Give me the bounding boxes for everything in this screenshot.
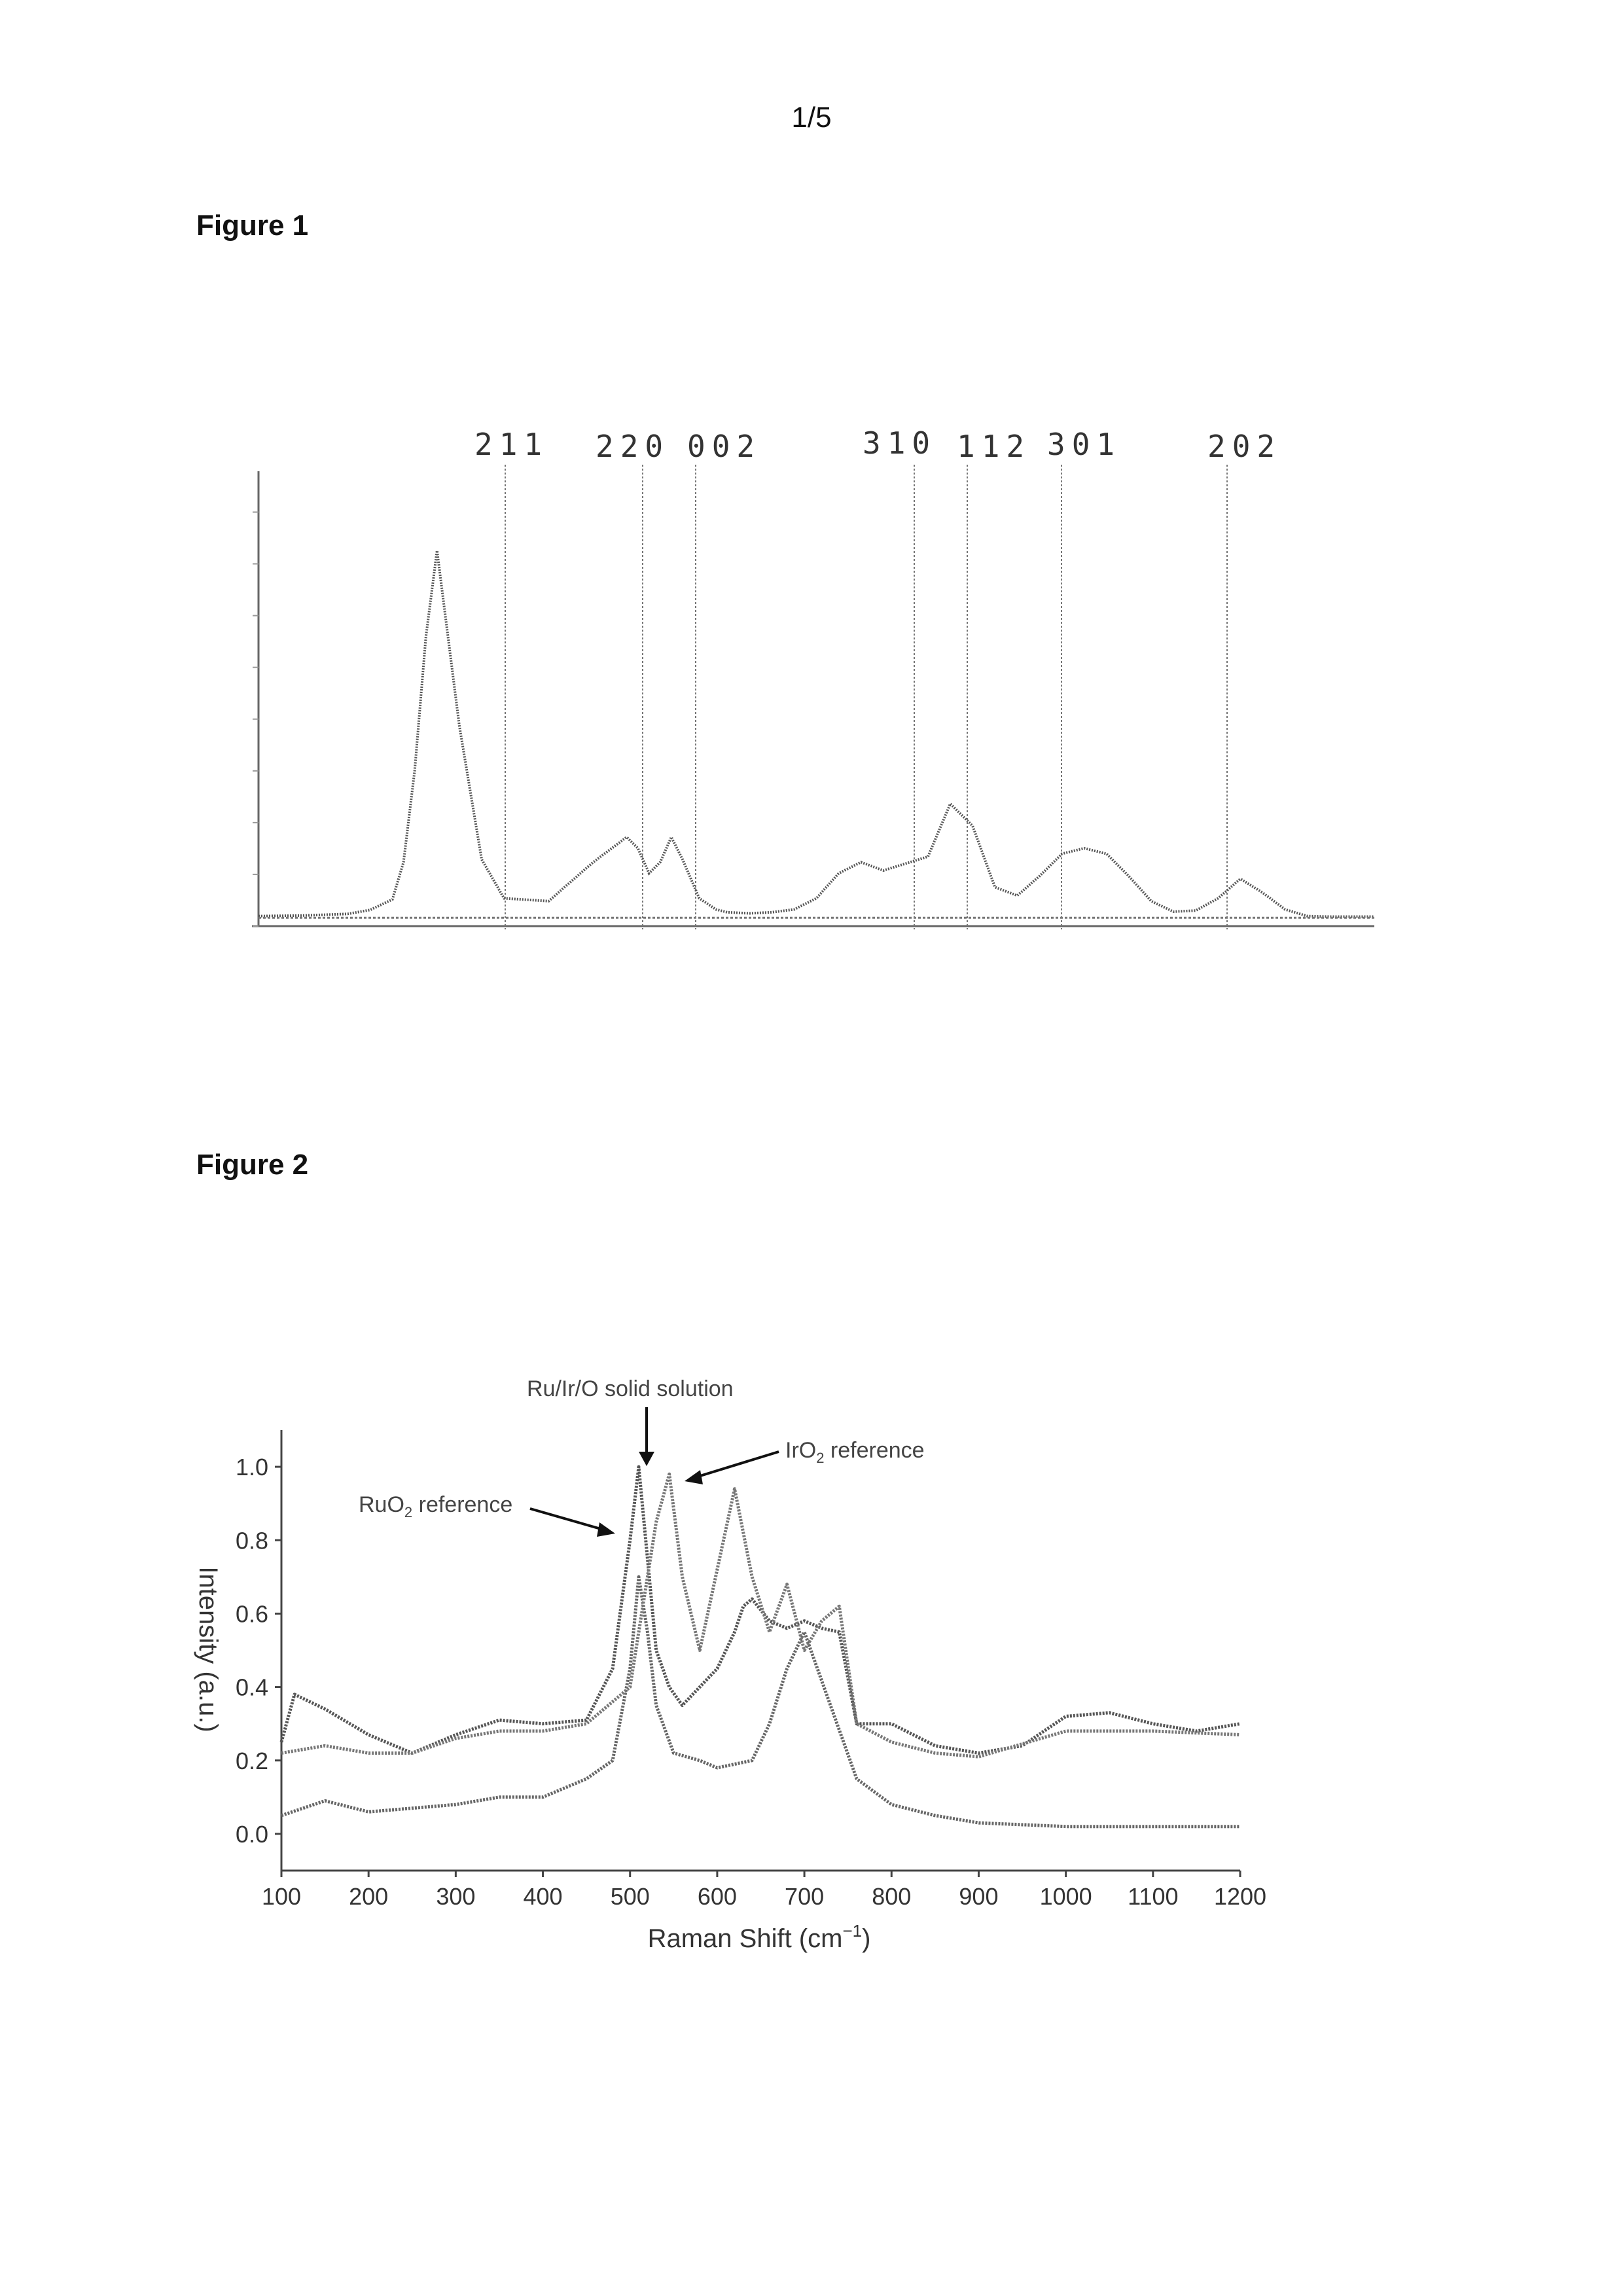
x-tick-label: 300 [436,1883,475,1910]
figure-2-title: Figure 2 [196,1149,309,1181]
figure-1-peak-lines [505,465,1228,929]
x-axis-title-sup: −1 [842,1921,862,1941]
peak-label-002: 002 [687,429,761,464]
x-tick-label: 400 [524,1883,563,1910]
peak-label-211: 211 [474,427,548,462]
arrowhead-ruo2 [597,1522,615,1537]
figure-2-x-axis-title: Raman Shift (cm−1) [648,1921,871,1953]
peak-label-112: 112 [957,429,1031,464]
figure-2-y-ticks: 0.0 0.2 0.4 0.6 0.8 1.0 [236,1454,281,1848]
x-axis-title-main: Raman Shift (cm [648,1924,843,1953]
annotation-iro2-reference: IrO2 reference [785,1438,925,1466]
iro2-label-main: IrO [785,1438,816,1463]
y-tick-label: 0.0 [236,1821,268,1848]
x-tick-label: 900 [959,1883,998,1910]
figure-2-x-ticks: 100 200 300 400 500 600 700 800 900 1000 1100 1200 [262,1871,1266,1910]
series-line-0 [281,1575,1240,1829]
x-tick-label: 500 [611,1883,650,1910]
ruo2-label-tail: reference [412,1492,512,1517]
figure-1-diffraction-curve [258,550,1374,918]
y-tick-label: 0.8 [236,1527,268,1554]
y-tick-label: 0.4 [236,1674,268,1701]
y-tick-label: 0.6 [236,1600,268,1627]
arrowhead-solid-solution [639,1452,654,1466]
annotation-solid-solution: Ru/Ir/O solid solution [527,1376,734,1401]
iro2-label-sub: 2 [816,1450,824,1466]
peak-label-220: 220 [596,429,669,464]
series-line-2 [281,1472,1241,1759]
x-tick-label: 200 [349,1883,388,1910]
arrow-iro2 [693,1450,779,1479]
figure-2-y-axis-title: Intensity (a.u.) [194,1566,223,1732]
arrow-ruo2 [529,1507,606,1532]
iro2-label-tail: reference [824,1438,924,1463]
figure-1-chart: 211 220 002 310 112 301 202 [252,425,1374,929]
y-tick-label: 1.0 [236,1454,268,1480]
ruo2-label-main: RuO [359,1492,404,1517]
x-tick-label: 800 [872,1883,911,1910]
peak-label-310: 310 [863,425,936,461]
peak-label-202: 202 [1207,429,1281,464]
arrowhead-iro2 [685,1470,703,1484]
ruo2-label-sub: 2 [404,1504,412,1520]
figure-2-series [279,1465,1241,1829]
x-tick-label: 100 [262,1883,301,1910]
peak-label-301: 301 [1047,427,1121,462]
x-tick-label: 700 [785,1883,824,1910]
y-tick-label: 0.2 [236,1748,268,1774]
page-number: 1/5 [791,101,832,134]
x-tick-label: 1000 [1040,1883,1092,1910]
figure-1-title: Figure 1 [196,209,309,242]
x-tick-label: 1200 [1214,1883,1266,1910]
series-line-1 [279,1465,1241,1755]
x-axis-title-close: ) [862,1924,870,1953]
figure-2-chart: 100 200 300 400 500 600 700 800 900 1000 1100 1200 … [194,1376,1266,1953]
figure-1-ticks [253,511,259,927]
x-tick-label: 1100 [1128,1883,1178,1910]
annotation-ruo2-reference: RuO2 reference [359,1492,512,1520]
x-tick-label: 600 [698,1883,737,1910]
